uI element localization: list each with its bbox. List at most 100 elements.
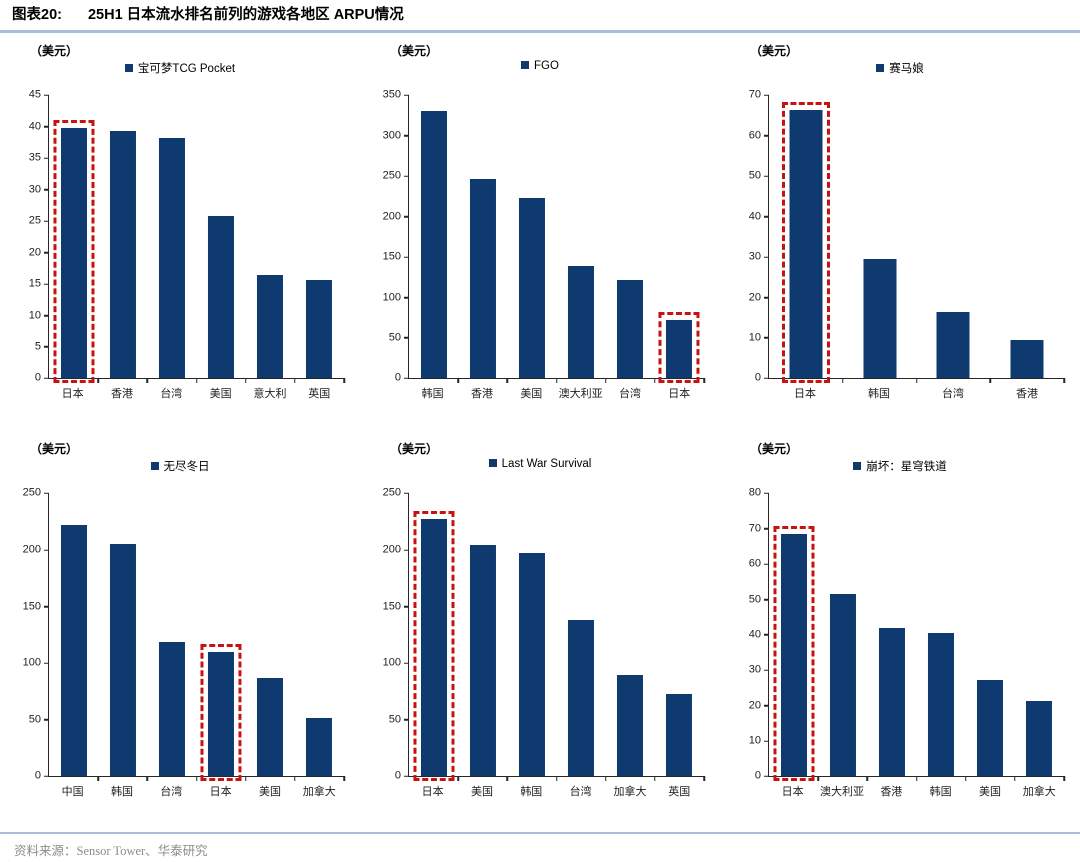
category-label: 香港: [1016, 388, 1038, 401]
bar: [936, 312, 970, 379]
y-axis-tick: [764, 775, 769, 778]
legend-marker-icon: [124, 64, 133, 73]
bar: [977, 680, 1004, 777]
x-axis-tick: [555, 776, 558, 782]
category-label: 台湾: [618, 388, 641, 401]
y-axis-tick-label: 200: [382, 210, 401, 223]
bar: [518, 198, 545, 379]
category-label: 韩国: [868, 388, 890, 401]
y-axis-tick-label: 150: [382, 250, 401, 263]
y-axis-tick-label: 40: [748, 628, 761, 641]
y-axis-tick: [404, 215, 409, 218]
unit-label: （美元）: [390, 442, 439, 457]
figure-header: 图表20: 25H1 日本流水排名前列的游戏各地区 ARPU情况: [0, 0, 1080, 34]
bar: [257, 274, 284, 379]
bar: [469, 545, 496, 777]
plot-area: 0 50 100 150 200 250 300 350: [383, 89, 705, 384]
y-axis-tick-label: 60: [748, 557, 761, 570]
chart-legend: 无尽冬日: [0, 458, 360, 474]
bar: [863, 259, 897, 379]
category-label: 香港: [880, 786, 903, 799]
y-axis-tick: [404, 296, 409, 299]
chart-legend: 崩坏：星穹铁道: [720, 458, 1080, 474]
bar: [208, 215, 235, 379]
figure-number: 图表20:: [12, 7, 62, 23]
chart-4: （美元） 无尽冬日 0 50 100 150 200 250 中国 韩国 台湾 日本 美国 加拿大: [0, 435, 360, 829]
y-axis-tick: [44, 251, 49, 254]
y-axis-tick-label: 10: [748, 331, 761, 344]
bar: [666, 693, 693, 777]
x-axis-tick: [555, 378, 558, 384]
legend-marker-icon: [853, 462, 862, 471]
bar: [878, 627, 905, 777]
y-axis-tick: [404, 337, 409, 339]
x-axis-tick: [1014, 776, 1016, 782]
bar: [420, 110, 447, 379]
y-axis-tick: [44, 775, 49, 778]
x-axis-tick: [604, 378, 607, 384]
y-axis-tick-label: 200: [22, 543, 41, 556]
y-axis-tick: [764, 528, 769, 530]
bar: [60, 128, 87, 379]
y-axis-tick-label: 50: [28, 713, 41, 726]
x-axis-tick: [97, 378, 99, 384]
y-axis-tick: [44, 126, 49, 128]
category-label: 加拿大: [613, 786, 647, 799]
y-axis-tick-label: 70: [748, 522, 761, 535]
figure-title: 图表20: 25H1 日本流水排名前列的游戏各地区 ARPU情况: [12, 7, 1068, 24]
chart-5: （美元） Last War Survival 0 50 100 150 200 250 日本 美国…: [360, 435, 720, 829]
y-axis-tick-label: 60: [748, 129, 761, 142]
plot-area: 0 50 100 150 200 250: [383, 487, 705, 782]
category-label: 日本: [781, 786, 804, 799]
y-axis-tick-label: 0: [34, 371, 41, 384]
y-axis-tick-label: 100: [382, 291, 401, 304]
legend-marker-icon: [876, 64, 885, 73]
x-axis-tick: [343, 378, 345, 384]
category-label: 澳大利亚: [558, 388, 603, 401]
y-axis-tick: [44, 662, 49, 664]
category-label: 美国: [258, 786, 281, 799]
category-label: 台湾: [569, 786, 592, 799]
x-axis-tick: [146, 378, 149, 384]
x-axis-tick: [294, 378, 296, 384]
chart-2: （美元） FGO 0 50 100 150 200 250 300 350 韩国 香港 美国 澳大利亚 台湾…: [360, 37, 720, 431]
y-axis-tick-label: 200: [382, 543, 401, 556]
category-label: 日本: [209, 786, 232, 799]
bar: [109, 130, 136, 379]
plot-area: 0 50 100 150 200 250: [23, 487, 345, 782]
japan-highlight-box: [658, 312, 700, 384]
category-labels: 韩国 香港 美国 澳大利亚 台湾 日本: [408, 385, 704, 401]
bar: [306, 717, 333, 777]
y-axis-tick-label: 250: [22, 486, 41, 499]
category-label: 日本: [421, 786, 444, 799]
y-axis-tick: [44, 377, 49, 380]
legend-label: Last War Survival: [501, 458, 592, 471]
plot-area: 0 5 10 15 20 25 30 35 40 45: [29, 89, 345, 384]
footer-divider: [0, 832, 1080, 834]
bar: [1010, 339, 1044, 379]
x-axis-tick: [964, 776, 967, 782]
y-axis-tick: [764, 377, 769, 380]
x-axis-tick: [1063, 776, 1065, 782]
category-label: 美国: [978, 786, 1001, 799]
bar: [666, 320, 693, 379]
bar: [928, 633, 955, 777]
bar: [109, 544, 136, 777]
y-axis-tick-label: 45: [28, 88, 41, 101]
x-axis-tick: [842, 378, 844, 384]
x-axis-tick: [195, 378, 198, 384]
japan-highlight-box: [773, 526, 815, 782]
y-axis-tick: [764, 175, 769, 177]
chart-3: （美元） 赛马娘 0 10 20 30 40 50 60 70 日本 韩国 台湾 香港: [720, 37, 1080, 431]
y-axis-tick-label: 50: [748, 169, 761, 182]
y-axis-tick: [404, 549, 409, 551]
y-axis-tick: [44, 719, 49, 721]
x-axis-tick: [989, 378, 991, 384]
y-axis-tick: [404, 662, 409, 664]
x-axis-tick: [457, 378, 459, 384]
y-axis-tick-label: 50: [388, 713, 401, 726]
japan-highlight-box: [781, 101, 830, 384]
y-axis-tick: [44, 549, 49, 551]
category-label: 韩国: [929, 786, 952, 799]
bar: [208, 651, 235, 777]
